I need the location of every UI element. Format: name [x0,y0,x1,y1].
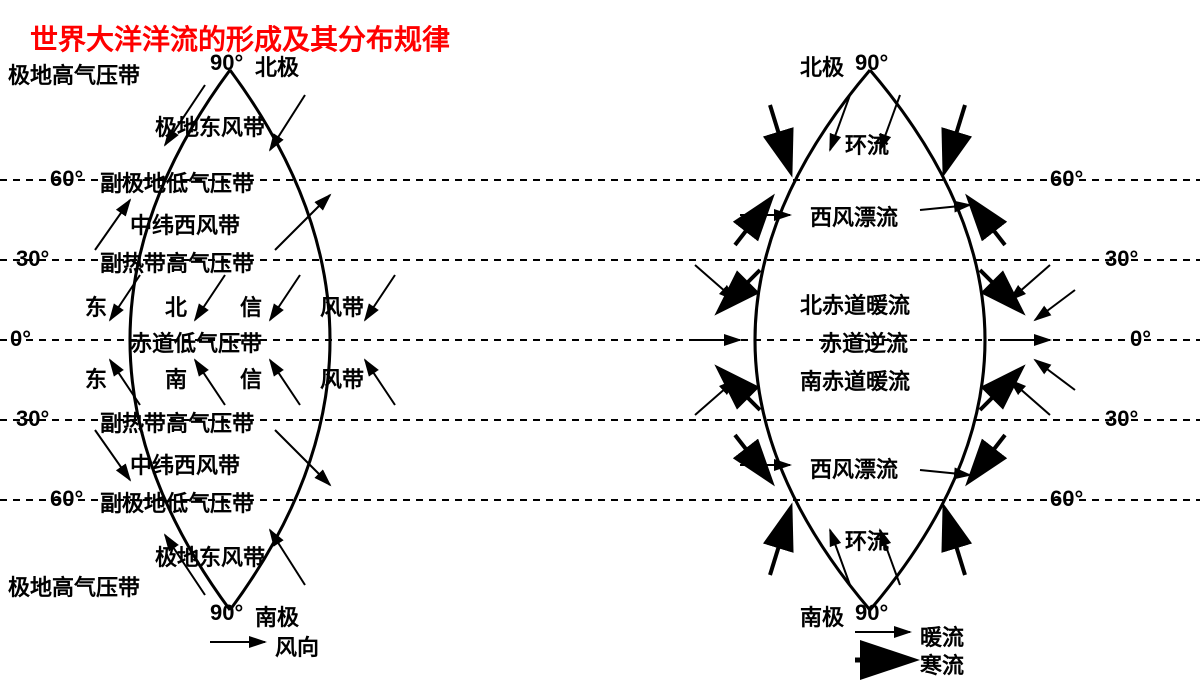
lat-r-90s-deg: 90° [855,600,888,626]
polar-high-s: 极地高气压带 [8,570,140,602]
legend-cold: 寒流 [920,648,964,680]
lat-l-0: 0° [10,326,31,352]
lat-l-90n-deg: 90° [210,50,243,76]
lat-r-60s: 60° [1050,486,1083,512]
polar-east-n: 极地东风带 [155,110,265,142]
eq-low: 赤道低气压带 [130,326,262,358]
n-eq-warm: 北赤道暖流 [800,288,910,320]
trade-n-0: 东 [85,290,107,322]
lat-r-30s: 30° [1105,406,1138,432]
subpolar-low-s: 副极地低气压带 [100,486,254,518]
subtrop-high-s: 副热带高气压带 [100,406,254,438]
lat-r-90s-pole: 南极 [800,600,844,632]
westerlies-s: 中纬西风带 [130,448,240,480]
lat-r-90n-deg: 90° [855,50,888,76]
trade-n-1: 北 [165,290,187,322]
lat-r-0: 0° [1130,326,1151,352]
trade-s-0: 东 [85,362,107,394]
lat-l-30n: 30° [16,246,49,272]
trade-n-2: 信 [240,290,262,322]
lat-l-90s-pole: 南极 [255,600,299,632]
legend-wind: 风向 [275,630,319,662]
polar-high-n: 极地高气压带 [8,58,140,90]
lat-l-30s: 30° [16,406,49,432]
west-drift-s: 西风漂流 [810,452,898,484]
lat-l-60n: 60° [50,166,83,192]
polar-east-s: 极地东风带 [155,540,265,572]
lat-r-60n: 60° [1050,166,1083,192]
lat-l-60s: 60° [50,486,83,512]
lat-l-90n-pole: 北极 [255,50,299,82]
lat-r-90n-pole: 北极 [800,50,844,82]
westerlies-n: 中纬西风带 [130,208,240,240]
gyre-s: 环流 [845,524,889,556]
s-eq-warm: 南赤道暖流 [800,364,910,396]
trade-s-2: 信 [240,362,262,394]
lat-l-90s-deg: 90° [210,600,243,626]
subpolar-low-n: 副极地低气压带 [100,166,254,198]
gyre-n: 环流 [845,128,889,160]
trade-s-1: 南 [165,362,187,394]
subtrop-high-n: 副热带高气压带 [100,246,254,278]
west-drift-n: 西风漂流 [810,200,898,232]
eq-counter: 赤道逆流 [820,326,908,358]
trade-n-3: 风带 [320,290,364,322]
trade-s-3: 风带 [320,362,364,394]
lat-r-30n: 30° [1105,246,1138,272]
